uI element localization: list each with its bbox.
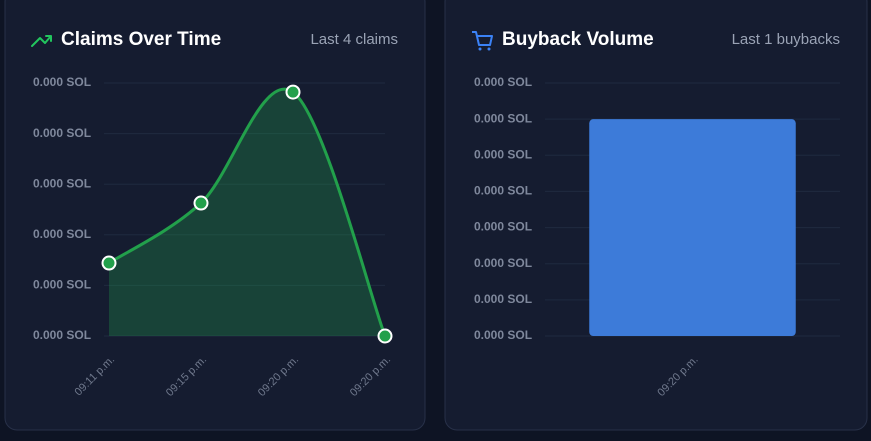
y-tick-label: 0.000 SOL (474, 75, 532, 89)
y-tick-label: 0.000 SOL (33, 278, 91, 292)
panel-title: Buyback Volume (502, 29, 654, 50)
line (108, 87, 387, 337)
cart-icon (487, 47, 491, 51)
area (109, 89, 385, 336)
point (101, 255, 117, 271)
panel-subtitle: Last 4 claims (310, 31, 398, 48)
y-tick-label: 0.000 SOL (474, 220, 532, 234)
bar (589, 119, 796, 337)
cart-icon (478, 47, 482, 51)
panel-subtitle: Last 1 buybacks (732, 31, 840, 48)
cart-icon (472, 31, 493, 46)
y-tick-label: 0.000 SOL (474, 147, 532, 161)
panel (4, 0, 426, 431)
point (377, 328, 393, 344)
y-tick-label: 0.000 SOL (33, 176, 91, 190)
y-tick-label: 0.000 SOL (474, 292, 532, 306)
trend-icon (31, 35, 52, 47)
y-tick-label: 0.000 SOL (474, 184, 532, 198)
panel-title: Claims Over Time (61, 29, 221, 50)
point (193, 195, 209, 211)
y-tick-label: 0.000 SOL (33, 126, 91, 140)
y-tick-label: 0.000 SOL (474, 111, 532, 125)
point (285, 84, 301, 100)
y-tick-label: 0.000 SOL (33, 75, 91, 89)
y-tick-label: 0.000 SOL (33, 227, 91, 241)
y-tick-label: 0.000 SOL (33, 328, 91, 342)
y-tick-label: 0.000 SOL (474, 328, 532, 342)
y-tick-label: 0.000 SOL (474, 256, 532, 270)
